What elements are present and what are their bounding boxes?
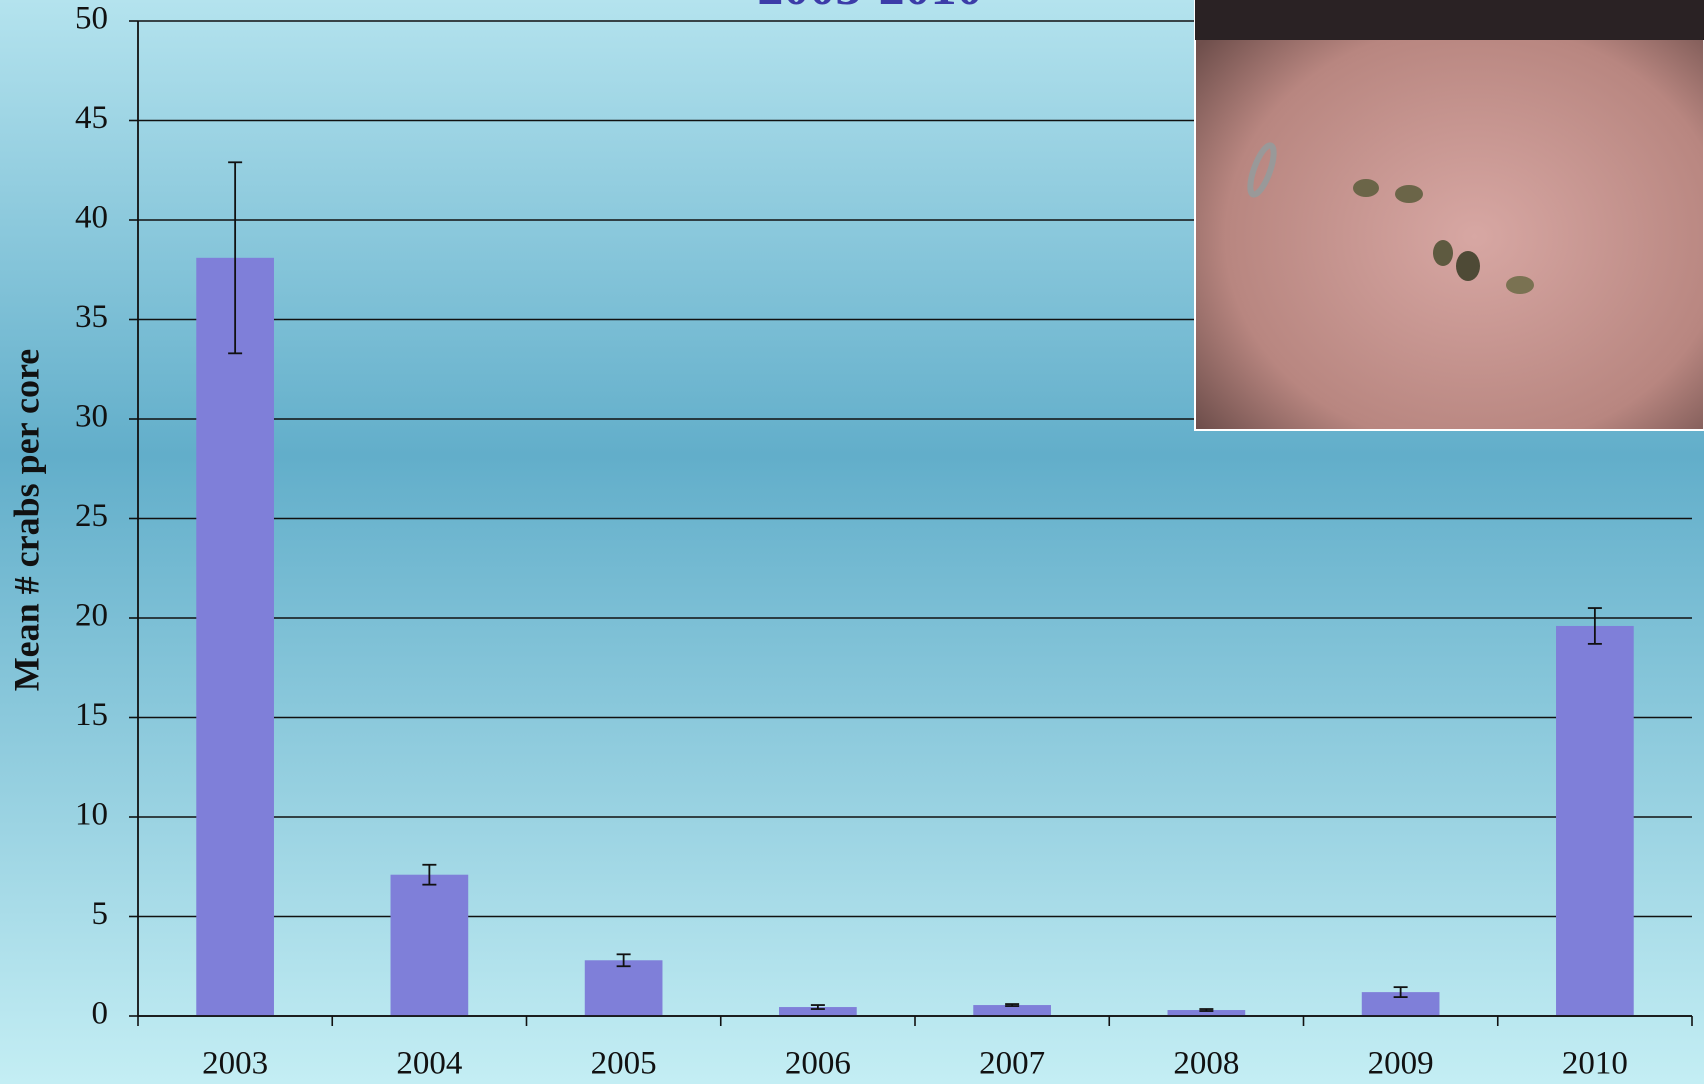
y-tick-label: 10 (75, 797, 108, 833)
crab (1395, 185, 1423, 203)
x-tick-label: 2005 (591, 1046, 657, 1082)
y-tick-label: 40 (75, 200, 108, 236)
inset-photo (1194, 0, 1704, 431)
y-tick-label: 15 (75, 697, 108, 733)
bar (779, 1007, 857, 1016)
y-axis-label: Mean # crabs per core (6, 349, 46, 692)
photo-dark (1195, 0, 1704, 40)
y-tick-label: 30 (75, 399, 108, 435)
x-tick-label: 2003 (202, 1046, 268, 1082)
y-tick-label: 25 (75, 498, 108, 534)
error-bar (1393, 986, 1408, 998)
x-tick-label: 2009 (1368, 1046, 1434, 1082)
bar (196, 257, 274, 1016)
bar (1167, 1010, 1246, 1016)
y-tick-label: 20 (75, 598, 108, 634)
y-tick-label: 35 (75, 299, 108, 335)
x-tick-label: 2010 (1562, 1046, 1628, 1082)
crab (1456, 251, 1480, 281)
bar (584, 960, 663, 1016)
x-tick-label: 2008 (1173, 1046, 1239, 1082)
error-bar (810, 1004, 825, 1010)
chart-title: 2003-2010 (757, 0, 982, 16)
error-bar (1199, 1008, 1214, 1012)
error-bar (228, 161, 243, 355)
bar (1361, 992, 1440, 1016)
y-tick-label: 0 (92, 996, 109, 1032)
crab (1506, 276, 1534, 294)
x-tick-label: 2006 (785, 1046, 851, 1082)
crab (1353, 179, 1379, 197)
bar (1556, 625, 1634, 1016)
y-tick-label: 45 (75, 100, 108, 136)
error-bar (422, 863, 437, 886)
y-tick-label: 5 (92, 896, 109, 932)
plot: 0 5 10 15 20 25 30 35 40 45 50 2003 2004 2005 2006 2007… (75, 1, 1693, 1082)
x-tick-label: 2007 (979, 1046, 1045, 1082)
bar (390, 874, 469, 1016)
error-bar (616, 953, 631, 968)
photo-frame (1194, 0, 1704, 431)
error-bar (1587, 607, 1602, 645)
x-tick-label: 2004 (396, 1046, 462, 1082)
error-bar (1005, 1003, 1020, 1007)
y-tick-label: 50 (75, 1, 108, 37)
ring (1247, 142, 1277, 198)
crab (1433, 240, 1453, 266)
bar (973, 1005, 1051, 1016)
